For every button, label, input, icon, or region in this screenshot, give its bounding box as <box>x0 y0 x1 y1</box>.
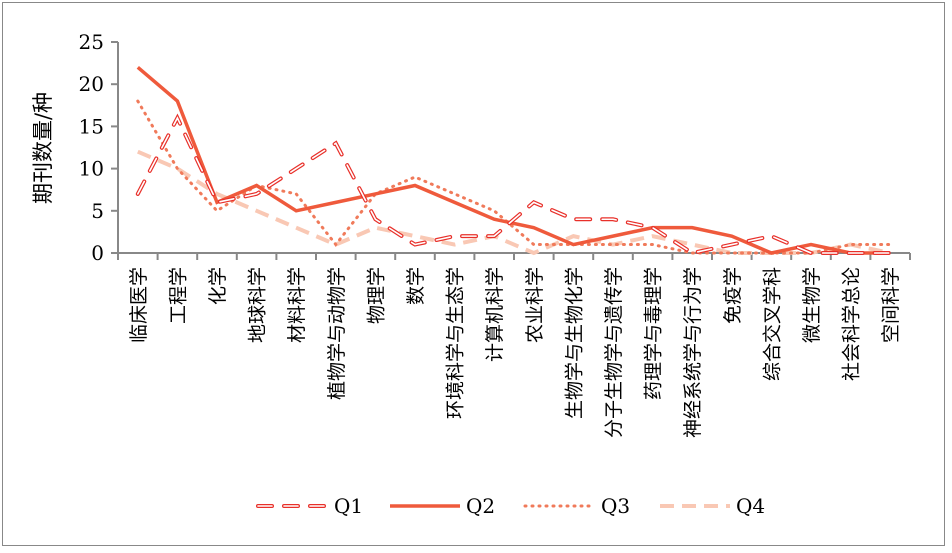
x-tick-label: 植物学与动物学 <box>326 267 348 400</box>
x-tick-label: 微生物学 <box>801 267 823 343</box>
y-tick-label: 25 <box>79 30 104 54</box>
series-line-Q2 <box>136 65 891 255</box>
x-tick-label: 化学 <box>207 267 229 305</box>
legend-label: Q4 <box>736 494 765 518</box>
x-tick-label: 药理学与毒理学 <box>643 267 665 400</box>
x-tick-label: 临床医学 <box>128 267 150 343</box>
x-tick-label: 计算机科学 <box>484 267 506 362</box>
x-tick-label: 社会科学总论 <box>841 267 863 381</box>
legend-label: Q3 <box>601 494 630 518</box>
y-tick-label: 10 <box>79 157 104 181</box>
y-tick-label: 20 <box>79 72 104 96</box>
series-line-Q3 <box>136 99 892 255</box>
y-tick-label: 0 <box>91 241 104 265</box>
x-tick-label: 空间科学 <box>880 267 902 343</box>
series-line-Q1 <box>135 113 893 256</box>
legend-label: Q1 <box>334 494 363 518</box>
y-tick-label: 15 <box>79 114 104 138</box>
x-tick-label: 物理学 <box>365 267 387 324</box>
x-tick-label: 综合交叉学科 <box>761 267 783 381</box>
x-tick-label: 数学 <box>405 267 427 305</box>
x-tick-label: 分子生物学与遗传学 <box>603 267 625 438</box>
x-tick-label: 地球科学 <box>247 267 269 343</box>
series-line-inner-Q1 <box>137 116 892 254</box>
x-tick-label: 生物学与生物化学 <box>563 267 585 419</box>
y-tick-label: 5 <box>91 199 104 223</box>
legend-label: Q2 <box>466 494 495 518</box>
x-tick-label: 农业科学 <box>524 267 546 343</box>
x-tick-label: 环境科学与生态学 <box>445 267 467 419</box>
x-tick-label: 工程学 <box>167 267 189 324</box>
y-axis-label: 期刊数量/种 <box>31 92 55 204</box>
x-tick-label: 神经系统学与行为学 <box>682 267 704 438</box>
x-tick-label: 材料科学 <box>286 267 308 343</box>
chart-frame <box>2 2 945 546</box>
x-tick-label: 免疫学 <box>722 267 744 324</box>
